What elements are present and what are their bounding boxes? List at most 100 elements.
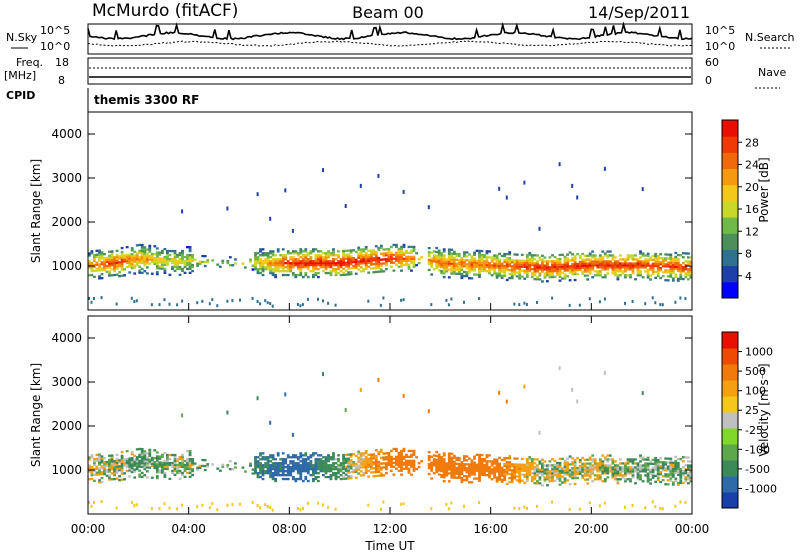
power-cell <box>463 263 466 266</box>
velocity-cell <box>279 462 283 465</box>
power-cell <box>364 257 368 261</box>
velocity-cell <box>483 469 486 473</box>
velocity-cell <box>556 471 559 475</box>
velocity-cell <box>442 460 446 463</box>
power-cell <box>407 257 411 260</box>
velocity-cell <box>171 465 174 469</box>
power-cell <box>566 267 569 270</box>
velocity-cell <box>332 464 335 467</box>
velocity-cell <box>100 477 104 480</box>
velocity-cell <box>161 467 164 470</box>
power-cell <box>576 253 579 256</box>
velocity-cell <box>135 458 139 461</box>
power-cell <box>163 271 167 274</box>
velocity-cell <box>143 468 147 471</box>
power-cell <box>503 270 507 273</box>
power-cell <box>513 269 517 272</box>
velocity-cell <box>666 483 670 486</box>
power-cell <box>468 271 471 274</box>
power-cell <box>437 269 441 272</box>
time-axis: 00:00 04:00 08:00 12:00 16:00 20:00 00:00 <box>71 303 709 536</box>
velocity-cell <box>536 464 539 467</box>
power-cell <box>631 270 635 273</box>
power-cell <box>664 265 668 268</box>
power-cell <box>626 258 630 261</box>
velocity-cell <box>455 462 459 465</box>
power-cell <box>196 264 199 267</box>
velocity-cell <box>573 473 577 476</box>
power-cell <box>551 271 554 275</box>
velocity-cell <box>646 472 650 475</box>
velocity-cell <box>498 472 501 475</box>
velocity-cell <box>518 481 522 484</box>
power-heatmap <box>88 162 693 308</box>
velocity-cell <box>510 481 514 484</box>
power-cell <box>296 258 300 261</box>
power-cell <box>571 183 574 188</box>
power-cell <box>344 261 348 264</box>
power-cell <box>450 268 454 271</box>
velocity-cell <box>123 462 126 465</box>
velocity-cell <box>573 467 577 470</box>
velocity-cell <box>603 456 607 459</box>
velocity-cell <box>390 459 393 462</box>
velocity-cell <box>138 447 142 451</box>
velocity-cell <box>440 466 444 469</box>
power-cell <box>274 275 277 279</box>
velocity-cell <box>314 462 318 465</box>
velocity-cell <box>171 461 174 465</box>
velocity-cell <box>120 468 124 471</box>
power-cell <box>395 243 398 247</box>
velocity-cell <box>100 471 104 474</box>
velocity-cell <box>473 455 476 458</box>
velocity-cell <box>211 502 214 506</box>
power-cell <box>551 260 554 263</box>
velocity-cell <box>528 458 532 461</box>
velocity-cell <box>533 474 537 477</box>
power-cell <box>687 270 690 273</box>
velocity-cell <box>478 477 481 480</box>
power-cell <box>148 258 152 261</box>
power-cell <box>500 266 504 269</box>
velocity-cell <box>505 461 509 464</box>
velocity-cell <box>319 460 323 463</box>
power-cell <box>317 297 319 301</box>
power-cell <box>364 246 368 249</box>
power-cell <box>241 262 245 265</box>
power-cell <box>578 268 582 272</box>
power-cell <box>447 248 451 251</box>
power-cell <box>530 262 534 265</box>
velocity-cell <box>362 464 366 467</box>
velocity-cell <box>563 469 567 472</box>
power-cell <box>651 258 655 261</box>
power-cell <box>88 260 91 263</box>
power-cell <box>606 272 610 275</box>
velocity-cell <box>271 458 275 461</box>
power-cell <box>332 252 335 255</box>
velocity-cell <box>656 459 660 462</box>
power-cell <box>385 252 388 255</box>
velocity-cell <box>619 458 622 461</box>
power-cell <box>198 260 202 263</box>
power-cell <box>543 272 547 275</box>
velocity-cell <box>689 476 693 479</box>
velocity-cell <box>576 468 579 472</box>
power-cell <box>523 180 526 185</box>
velocity-cell <box>88 466 91 469</box>
power-cell <box>166 255 169 259</box>
power-cell <box>299 256 303 259</box>
velocity-cell <box>520 457 524 460</box>
velocity-cell <box>118 459 121 462</box>
velocity-cell <box>155 463 159 466</box>
power-cell <box>435 258 439 262</box>
velocity-cell <box>659 471 663 474</box>
power-cell <box>352 259 356 262</box>
power-cell <box>651 254 655 258</box>
power-cell <box>553 256 557 259</box>
velocity-cell <box>135 503 138 507</box>
power-cell <box>614 274 617 277</box>
power-cell <box>676 267 680 271</box>
velocity-cell <box>193 462 197 465</box>
velocity-cell <box>432 460 436 463</box>
velocity-cell <box>495 470 499 473</box>
